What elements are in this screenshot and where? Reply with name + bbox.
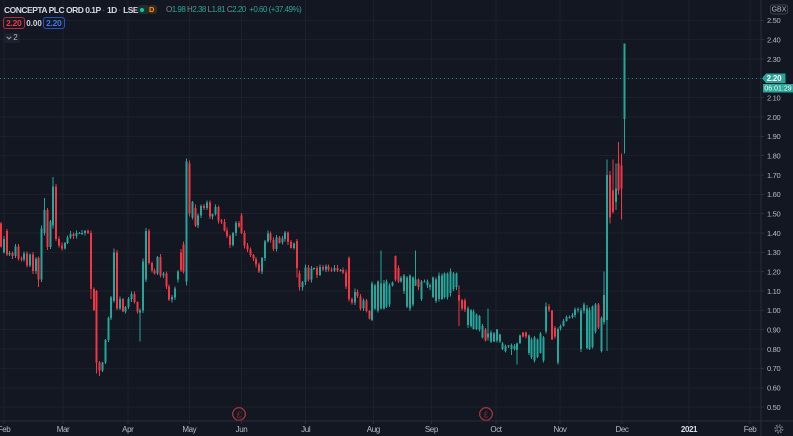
svg-text:Sep: Sep — [425, 425, 439, 434]
svg-text:Oct: Oct — [490, 425, 502, 434]
svg-text:0.60: 0.60 — [767, 384, 781, 393]
svg-text:1.20: 1.20 — [767, 268, 781, 277]
svg-text:2021: 2021 — [681, 425, 698, 434]
svg-text:2.10: 2.10 — [767, 94, 781, 103]
svg-text:1.30: 1.30 — [767, 248, 781, 257]
svg-text:Jul: Jul — [301, 425, 311, 434]
svg-text:0.90: 0.90 — [767, 326, 781, 335]
svg-text:1.90: 1.90 — [767, 132, 781, 141]
svg-text:May: May — [182, 425, 196, 434]
svg-text:£: £ — [484, 409, 489, 419]
svg-text:Dec: Dec — [615, 425, 628, 434]
svg-text:Aug: Aug — [367, 425, 380, 434]
svg-text:Mar: Mar — [57, 425, 70, 434]
svg-text:0.50: 0.50 — [767, 403, 781, 412]
svg-text:1.00: 1.00 — [767, 306, 781, 315]
svg-text:£: £ — [237, 409, 242, 419]
svg-text:Feb: Feb — [744, 425, 758, 434]
svg-text:Nov: Nov — [553, 425, 566, 434]
svg-text:GBX: GBX — [772, 7, 787, 14]
svg-text:2.00: 2.00 — [767, 113, 781, 122]
svg-text:1.70: 1.70 — [767, 171, 781, 180]
svg-text:Jun: Jun — [236, 425, 248, 434]
svg-text:2.30: 2.30 — [767, 55, 781, 64]
svg-text:2.50: 2.50 — [767, 16, 781, 25]
svg-text:Feb: Feb — [0, 425, 11, 434]
svg-text:1.10: 1.10 — [767, 287, 781, 296]
svg-text:06:01:29: 06:01:29 — [764, 86, 791, 93]
svg-text:1.50: 1.50 — [767, 210, 781, 219]
svg-text:Apr: Apr — [122, 425, 134, 434]
svg-text:2.20: 2.20 — [767, 74, 783, 83]
svg-text:1.40: 1.40 — [767, 229, 781, 238]
svg-text:2.40: 2.40 — [767, 35, 781, 44]
svg-text:1.80: 1.80 — [767, 152, 781, 161]
svg-text:1.60: 1.60 — [767, 190, 781, 199]
svg-text:0.80: 0.80 — [767, 345, 781, 354]
svg-text:0.70: 0.70 — [767, 364, 781, 373]
